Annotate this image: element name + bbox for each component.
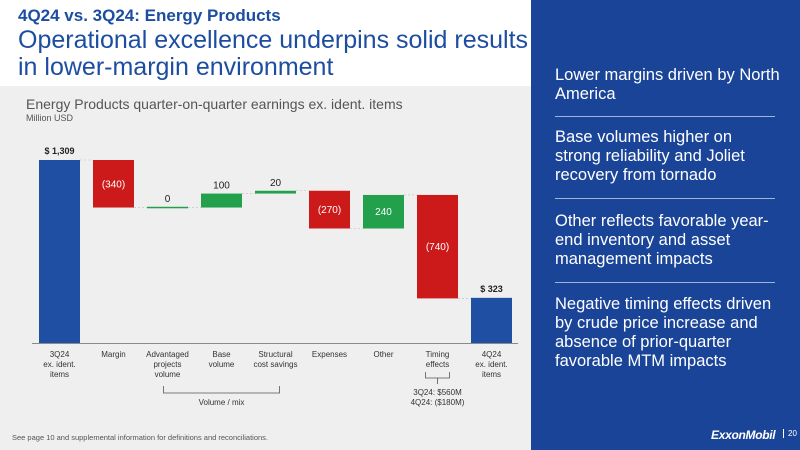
category-label: 3Q24 xyxy=(50,350,70,359)
waterfall-bar xyxy=(309,190,350,229)
category-label: ex. ident. xyxy=(43,360,75,369)
sidebar-divider xyxy=(555,282,775,283)
main-content: 4Q24 vs. 3Q24: Energy Products Operation… xyxy=(0,6,531,450)
sidebar-bullet-3: Other reflects favorable year-end invent… xyxy=(555,212,769,268)
chart-unit: Million USD xyxy=(26,113,74,123)
bar-value-label: 100 xyxy=(213,181,230,192)
volume-mix-label: Volume / mix xyxy=(199,398,245,407)
bar-value-label: 0 xyxy=(165,194,171,205)
category-label: projects xyxy=(153,360,181,369)
waterfall-bar xyxy=(363,194,404,229)
chart-title: Energy Products quarter-on-quarter earni… xyxy=(26,96,403,112)
waterfall-bar xyxy=(255,190,296,194)
bar-value-label: $ 323 xyxy=(480,284,503,294)
category-label: items xyxy=(482,370,501,379)
sidebar-divider xyxy=(555,198,775,199)
sidebar-divider xyxy=(555,116,775,117)
timing-note: 4Q24: ($180M) xyxy=(411,398,465,407)
exxonmobil-logo: ExxonMobil xyxy=(711,428,776,442)
category-label: volume xyxy=(155,370,181,379)
category-label: Expenses xyxy=(312,350,347,359)
bar-value-label: 240 xyxy=(375,207,392,218)
category-label: Advantaged xyxy=(146,350,189,359)
waterfall-bar xyxy=(201,193,242,208)
category-label: Margin xyxy=(101,350,125,359)
category-label: ex. ident. xyxy=(475,360,507,369)
slide-kicker: 4Q24 vs. 3Q24: Energy Products xyxy=(18,6,281,25)
waterfall-bar xyxy=(471,297,512,343)
waterfall-bar xyxy=(39,160,80,343)
category-label: items xyxy=(50,370,69,379)
slide-title: Operational excellence underpins solid r… xyxy=(18,26,529,81)
category-label: Timing xyxy=(426,350,450,359)
sidebar-bullet-4: Negative timing effects driven by crude … xyxy=(555,295,772,370)
bar-value-label: (270) xyxy=(318,205,341,216)
waterfall-bar xyxy=(417,194,458,299)
waterfall-bar xyxy=(147,206,188,209)
timing-bracket xyxy=(425,372,450,379)
timing-note: 3Q24: $560M xyxy=(413,388,462,397)
category-label: Base xyxy=(212,350,231,359)
category-label: 4Q24 xyxy=(482,350,502,359)
bar-value-label: (740) xyxy=(426,242,449,253)
sidebar-bullet-2: Base volumes higher on strong reliabilit… xyxy=(555,128,745,184)
waterfall-bar xyxy=(93,160,134,208)
footnote: See page 10 and supplemental information… xyxy=(12,433,268,442)
sidebar-bullet-1: Lower margins driven by North America xyxy=(555,66,780,103)
bar-value-label: (340) xyxy=(102,179,125,190)
sidebar: Lower margins driven by North America Ba… xyxy=(531,0,800,450)
category-label: effects xyxy=(426,360,449,369)
category-label: volume xyxy=(209,360,235,369)
volume-mix-bracket xyxy=(163,386,280,394)
bar-value-label: $ 1,309 xyxy=(44,146,74,156)
category-label: Other xyxy=(373,350,393,359)
category-label: Structural xyxy=(258,350,292,359)
page-number: 20 xyxy=(783,429,797,438)
category-label: cost savings xyxy=(253,360,297,369)
bar-value-label: 20 xyxy=(270,178,282,189)
